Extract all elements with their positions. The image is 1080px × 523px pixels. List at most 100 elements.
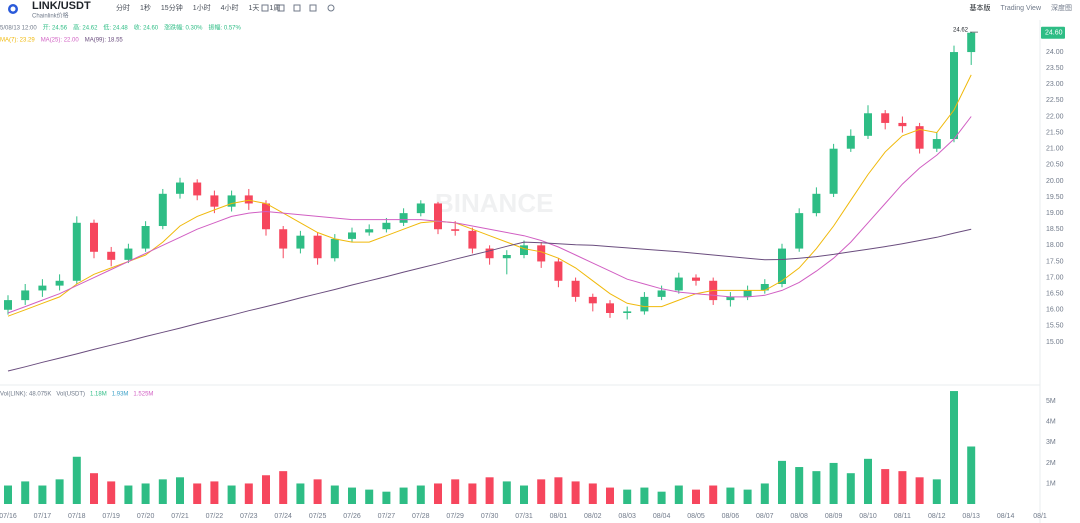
- volume-bar: [606, 487, 614, 504]
- volume-bar: [4, 485, 12, 504]
- candle-body: [554, 261, 563, 281]
- volume-bar: [124, 485, 133, 504]
- volume-bar: [365, 489, 374, 504]
- ohlc-info: 振幅: 0.57%: [209, 24, 242, 32]
- volume-bar: [227, 485, 236, 504]
- volume-bar: [846, 473, 855, 504]
- candle-body: [657, 290, 666, 297]
- candle-body: [434, 203, 442, 230]
- candle-body: [812, 193, 821, 214]
- interval-button[interactable]: 1天: [249, 4, 260, 12]
- volume-bar: [795, 467, 804, 504]
- tool-icon[interactable]: [309, 4, 317, 12]
- date-label: 08/06: [722, 513, 740, 520]
- volume-bar: [38, 485, 47, 504]
- volume-bar: [55, 479, 64, 504]
- candle-body: [227, 195, 236, 207]
- volume-bar: [279, 471, 288, 504]
- volume-bar: [915, 477, 924, 504]
- candle-body: [90, 222, 98, 252]
- date-label: 07/24: [274, 513, 292, 520]
- interval-button[interactable]: 1周: [269, 4, 280, 12]
- candle-body: [915, 126, 924, 149]
- tool-icon[interactable]: [293, 4, 301, 12]
- interval-button[interactable]: 1秒: [140, 3, 151, 12]
- price-tick-label: 21.00: [1046, 146, 1064, 153]
- volume-bar: [812, 471, 821, 504]
- volume-bar: [554, 477, 563, 504]
- volume-bar: [932, 479, 941, 504]
- interval-button[interactable]: 4小时: [221, 3, 239, 12]
- volume-bar: [881, 469, 890, 504]
- price-tick-label: 22.50: [1046, 97, 1064, 104]
- ma-legend: MA(7): 23.29: [0, 38, 35, 44]
- volume-bar: [692, 489, 700, 504]
- volume-bar: [468, 483, 477, 504]
- price-tick-label: 21.50: [1046, 129, 1064, 136]
- volume-bar: [674, 485, 683, 504]
- candle-body: [623, 311, 632, 313]
- candle-body: [881, 113, 890, 123]
- volume-bar: [709, 485, 718, 504]
- volume-bar: [743, 489, 752, 504]
- tool-icon[interactable]: [261, 4, 269, 12]
- view-button[interactable]: 深度图: [1051, 3, 1072, 12]
- price-tick-label: 17.50: [1046, 258, 1064, 265]
- ma-legend: MA(99): 18.55: [85, 38, 124, 44]
- price-tick-label: 17.00: [1046, 274, 1064, 281]
- volume-legend: Vol(LINK): 48.075K: [0, 392, 51, 398]
- settings-icon[interactable]: [327, 4, 335, 12]
- volume-bar: [485, 477, 494, 504]
- date-label: 07/28: [412, 513, 430, 520]
- symbol[interactable]: LINK/USDT: [32, 0, 91, 12]
- candle-body: [846, 135, 855, 149]
- price-tick-label: 16.00: [1046, 307, 1064, 314]
- candle-body: [348, 232, 356, 239]
- volume-bar: [520, 485, 528, 504]
- volume-bar: [262, 475, 270, 504]
- volume-bar: [778, 460, 786, 504]
- view-button[interactable]: 基本版: [970, 3, 991, 12]
- view-button[interactable]: Trading View: [1001, 5, 1042, 12]
- volume-bar: [950, 391, 958, 504]
- volume-bar: [726, 487, 735, 504]
- date-label: 08/08: [790, 513, 808, 520]
- volume-bar: [434, 483, 442, 504]
- last-price-label: 24.60: [1045, 30, 1063, 37]
- date-label: 07/16: [0, 513, 17, 520]
- volume-bar: [158, 479, 167, 504]
- candle-body: [107, 251, 116, 260]
- volume-bar: [399, 487, 408, 504]
- ohlc-info: 收: 24.60: [134, 24, 159, 32]
- date-label: 07/26: [343, 513, 361, 520]
- volume-bar: [760, 483, 769, 504]
- candle-body: [416, 203, 425, 214]
- volume-bar: [330, 485, 339, 504]
- interval-button[interactable]: 分时: [116, 3, 130, 12]
- volume-bar: [313, 479, 322, 504]
- candle-body: [55, 280, 64, 286]
- coin-logo-inner: [10, 6, 16, 12]
- volume-bar: [176, 477, 184, 504]
- candle-body: [967, 32, 976, 53]
- candle-body: [451, 229, 460, 231]
- high-marker-label: 24.62: [953, 28, 969, 34]
- candle-body: [520, 245, 528, 256]
- interval-button[interactable]: 15分钟: [161, 3, 183, 12]
- volume-bar: [72, 456, 81, 504]
- date-label: 08/13: [962, 513, 980, 520]
- tool-icon[interactable]: [277, 4, 285, 12]
- date-label: 07/18: [68, 513, 86, 520]
- candle-body: [898, 122, 907, 127]
- interval-button[interactable]: 1小时: [193, 3, 211, 12]
- candle-body: [193, 182, 202, 196]
- candle-body: [124, 248, 133, 260]
- candle-body: [72, 222, 81, 281]
- candle-body: [743, 290, 752, 297]
- volume-legend: 1.18M: [90, 392, 107, 398]
- volume-bar: [967, 446, 976, 504]
- candle-body: [141, 226, 150, 249]
- ohlc-info: 低: 24.48: [103, 24, 128, 32]
